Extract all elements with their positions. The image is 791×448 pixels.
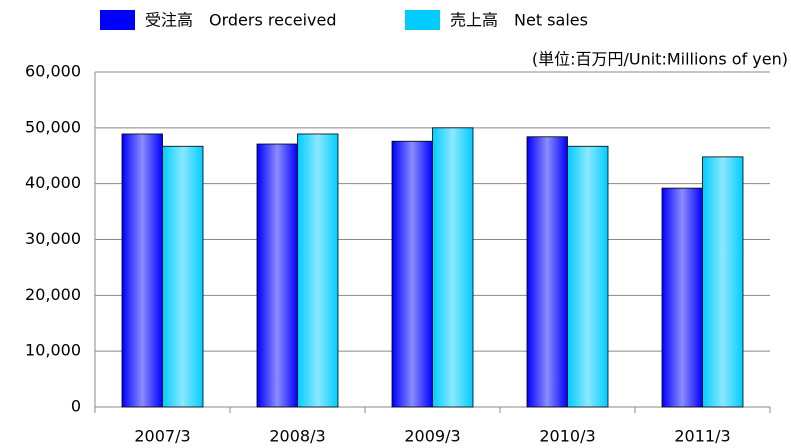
y-tick-label: 0 (71, 397, 81, 416)
bar (432, 127, 474, 408)
bar-shade (391, 140, 433, 408)
bar-shade (121, 133, 163, 408)
bar (526, 136, 568, 408)
bar (297, 133, 339, 408)
x-tick-label: 2007/3 (134, 427, 190, 446)
legend-swatch (100, 10, 135, 30)
bar-shade (567, 145, 609, 408)
x-tick-label: 2008/3 (269, 427, 325, 446)
y-tick-label: 20,000 (25, 285, 81, 304)
x-tick-label: 2009/3 (404, 427, 460, 446)
y-tick-label: 40,000 (25, 173, 81, 192)
bar (121, 133, 163, 408)
unit-note: (単位:百万円/Unit:Millions of yen) (532, 50, 788, 69)
bar-shade (526, 136, 568, 408)
y-tick-label: 30,000 (25, 229, 81, 248)
bar (162, 145, 204, 408)
x-tick-label: 2010/3 (539, 427, 595, 446)
bar-shade (702, 156, 744, 408)
bar-shade (432, 127, 474, 408)
bar (661, 187, 703, 408)
bar-shade (162, 145, 204, 408)
bar (391, 140, 433, 408)
y-tick-label: 50,000 (25, 117, 81, 136)
bar-shade (256, 143, 298, 408)
bar (702, 156, 744, 408)
bar-shade (661, 187, 703, 408)
legend-label: 受注高 Orders received (145, 11, 337, 30)
y-tick-label: 10,000 (25, 341, 81, 360)
legend-swatch (405, 10, 440, 30)
y-tick-label: 60,000 (25, 62, 81, 81)
bar (256, 143, 298, 408)
bar-shade (297, 133, 339, 408)
legend-label: 売上高 Net sales (450, 11, 588, 30)
bar (567, 145, 609, 408)
x-tick-label: 2011/3 (674, 427, 730, 446)
